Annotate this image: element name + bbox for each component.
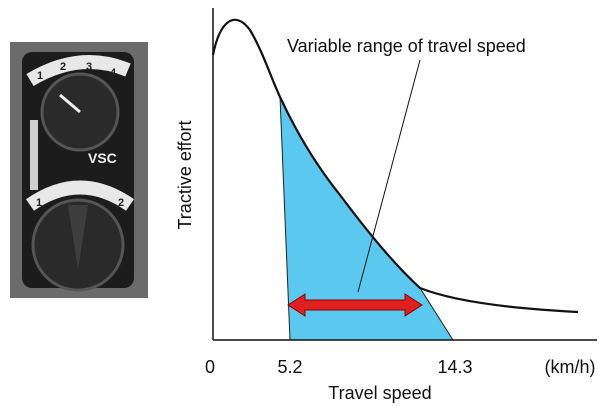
x-unit: (km/h) [545, 357, 596, 377]
dial-label: 2 [118, 197, 124, 209]
dial-panel [10, 42, 148, 298]
x-tick-label: 14.3 [437, 357, 472, 377]
annotation: Variable range of travel speed [287, 36, 526, 56]
x-tick-label: 0 [205, 357, 215, 377]
y-axis-label: Tractive effort [175, 120, 195, 229]
dial-name: VSC [88, 150, 117, 166]
diagram: 1 2 3 4 VSC 1 2 Variable range of travel… [0, 0, 613, 406]
dial-label: 4 [110, 67, 117, 79]
dial-label: 2 [60, 61, 66, 73]
x-tick-label: 5.2 [277, 357, 302, 377]
dial-label: 1 [36, 197, 42, 209]
dial-label: 3 [86, 61, 92, 73]
dial-label: 1 [37, 70, 43, 82]
x-axis-label: Travel speed [328, 383, 431, 403]
